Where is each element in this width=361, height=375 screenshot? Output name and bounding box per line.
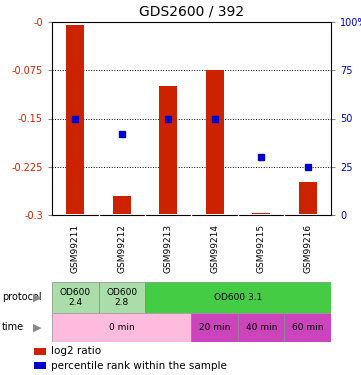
Text: GSM99216: GSM99216 <box>303 224 312 273</box>
Bar <box>299 182 317 214</box>
Text: OD600
2.8: OD600 2.8 <box>106 288 137 307</box>
Bar <box>284 313 331 342</box>
Bar <box>206 70 223 214</box>
Text: percentile rank within the sample: percentile rank within the sample <box>51 361 227 371</box>
Text: GSM99213: GSM99213 <box>164 224 173 273</box>
Text: ▶: ▶ <box>33 322 42 333</box>
Bar <box>160 86 177 214</box>
Bar <box>99 282 145 313</box>
Bar <box>34 348 46 355</box>
Text: time: time <box>2 322 24 333</box>
Bar <box>145 282 331 313</box>
Text: GSM99214: GSM99214 <box>210 224 219 273</box>
Text: 40 min: 40 min <box>245 323 277 332</box>
Text: protocol: protocol <box>2 292 42 303</box>
Bar <box>238 313 284 342</box>
Text: ▶: ▶ <box>33 292 42 303</box>
Bar <box>252 213 270 214</box>
Bar <box>66 25 84 214</box>
Text: OD600
2.4: OD600 2.4 <box>60 288 91 307</box>
Text: 60 min: 60 min <box>292 323 323 332</box>
Bar <box>34 362 46 369</box>
Bar <box>52 282 99 313</box>
Text: OD600 3.1: OD600 3.1 <box>214 293 262 302</box>
Text: log2 ratio: log2 ratio <box>51 346 101 356</box>
Bar <box>113 196 131 214</box>
Text: GSM99215: GSM99215 <box>257 224 266 273</box>
Text: GSM99211: GSM99211 <box>71 224 80 273</box>
Title: GDS2600 / 392: GDS2600 / 392 <box>139 4 244 18</box>
Text: 0 min: 0 min <box>109 323 135 332</box>
Bar <box>52 313 191 342</box>
Text: 20 min: 20 min <box>199 323 230 332</box>
Text: GSM99212: GSM99212 <box>117 224 126 273</box>
Bar <box>191 313 238 342</box>
